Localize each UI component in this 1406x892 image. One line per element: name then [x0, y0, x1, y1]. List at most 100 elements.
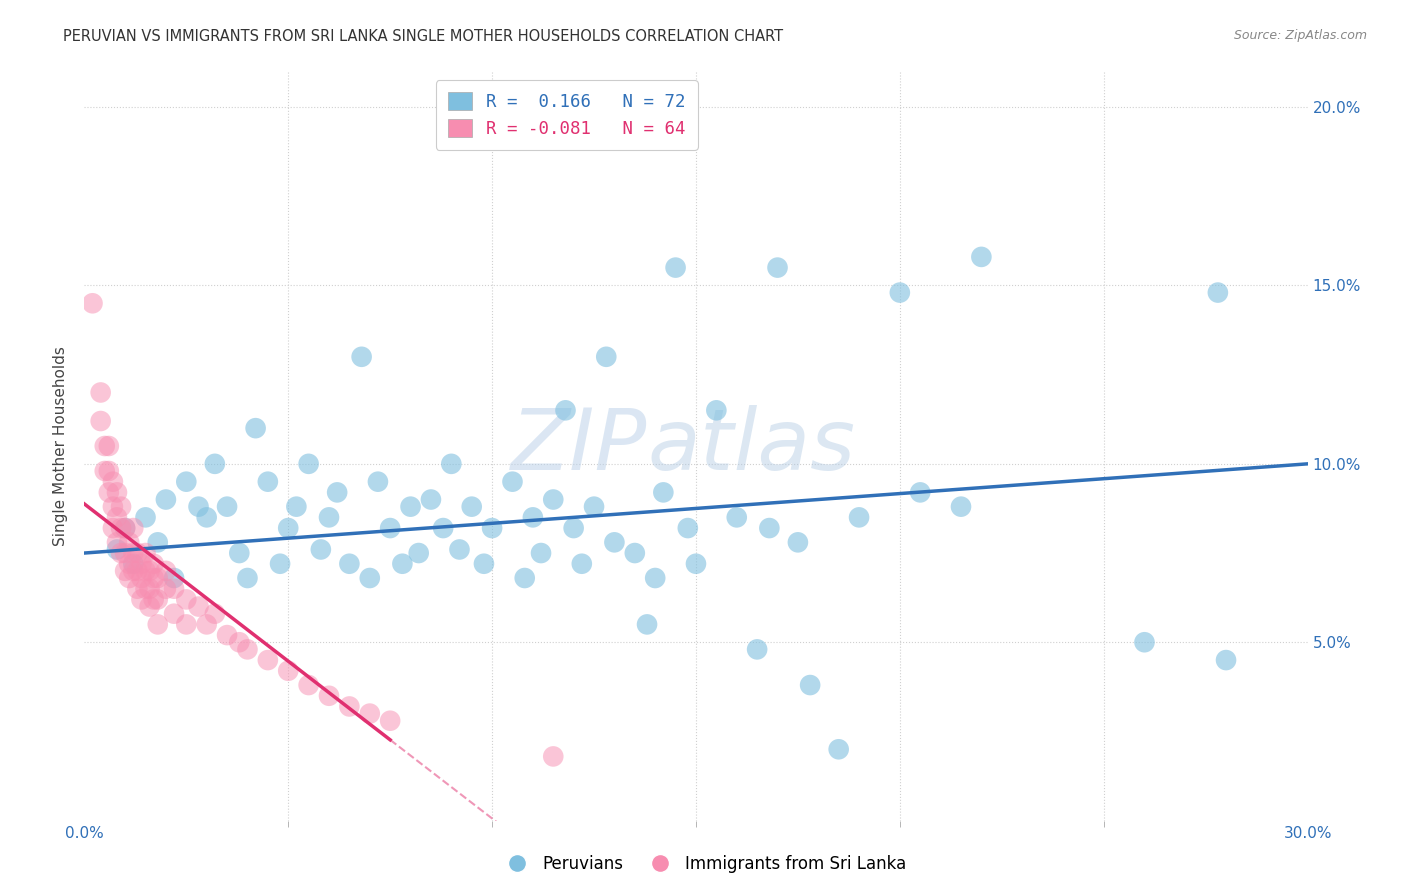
Point [217, 500, 239, 514]
Point [187, 500, 209, 514]
Point [127, 564, 149, 578]
Point [787, 535, 810, 549]
Point [318, 510, 340, 524]
Point [636, 617, 658, 632]
Point [970, 250, 993, 264]
Point [1215, 653, 1237, 667]
Point [269, 557, 291, 571]
Point [472, 557, 495, 571]
Point [257, 475, 280, 489]
Point [339, 557, 361, 571]
Point [122, 557, 145, 571]
Point [187, 599, 209, 614]
Point [142, 571, 165, 585]
Text: Source: ZipAtlas.com: Source: ZipAtlas.com [1233, 29, 1367, 42]
Point [146, 571, 169, 585]
Point [114, 521, 136, 535]
Point [461, 500, 484, 514]
Point [766, 260, 789, 275]
Point [93, 464, 115, 478]
Point [228, 635, 250, 649]
Point [530, 546, 553, 560]
Point [101, 521, 124, 535]
Point [432, 521, 454, 535]
Point [131, 557, 153, 571]
Point [135, 564, 157, 578]
Point [339, 699, 361, 714]
Point [950, 500, 973, 514]
Point [889, 285, 911, 300]
Point [758, 521, 780, 535]
Point [127, 582, 149, 596]
Point [101, 500, 124, 514]
Point [380, 714, 402, 728]
Point [146, 592, 169, 607]
Point [114, 521, 136, 535]
Point [228, 546, 250, 560]
Point [118, 535, 141, 549]
Point [408, 546, 430, 560]
Point [90, 414, 112, 428]
Point [105, 535, 128, 549]
Point [257, 653, 280, 667]
Point [90, 385, 112, 400]
Point [502, 475, 524, 489]
Point [110, 546, 132, 560]
Point [155, 492, 177, 507]
Point [298, 678, 321, 692]
Point [685, 557, 707, 571]
Point [562, 521, 585, 535]
Point [131, 571, 153, 585]
Point [217, 628, 239, 642]
Point [142, 557, 165, 571]
Point [105, 485, 128, 500]
Point [163, 571, 186, 585]
Point [105, 542, 128, 557]
Point [543, 749, 565, 764]
Point [174, 475, 197, 489]
Point [554, 403, 576, 417]
Point [155, 564, 177, 578]
Point [747, 642, 769, 657]
Point [127, 546, 149, 560]
Point [644, 571, 666, 585]
Point [543, 492, 565, 507]
Point [118, 557, 141, 571]
Point [571, 557, 593, 571]
Point [146, 535, 169, 549]
Point [135, 510, 157, 524]
Point [828, 742, 851, 756]
Point [350, 350, 373, 364]
Point [163, 607, 186, 621]
Point [318, 689, 340, 703]
Point [1206, 285, 1229, 300]
Point [298, 457, 321, 471]
Text: PERUVIAN VS IMMIGRANTS FROM SRI LANKA SINGLE MOTHER HOUSEHOLDS CORRELATION CHART: PERUVIAN VS IMMIGRANTS FROM SRI LANKA SI… [63, 29, 783, 44]
Point [624, 546, 647, 560]
Point [277, 521, 299, 535]
Point [1133, 635, 1156, 649]
Point [481, 521, 503, 535]
Point [110, 521, 132, 535]
Point [595, 350, 617, 364]
Point [114, 564, 136, 578]
Point [195, 510, 218, 524]
Point [910, 485, 932, 500]
Point [101, 475, 124, 489]
Point [725, 510, 748, 524]
Point [583, 500, 606, 514]
Point [665, 260, 688, 275]
Point [522, 510, 544, 524]
Point [131, 592, 153, 607]
Point [391, 557, 413, 571]
Point [110, 500, 132, 514]
Point [97, 464, 120, 478]
Point [513, 571, 536, 585]
Point [174, 592, 197, 607]
Point [326, 485, 349, 500]
Point [204, 607, 226, 621]
Point [114, 546, 136, 560]
Point [135, 546, 157, 560]
Legend: Peruvians, Immigrants from Sri Lanka: Peruvians, Immigrants from Sri Lanka [494, 848, 912, 880]
Point [122, 521, 145, 535]
